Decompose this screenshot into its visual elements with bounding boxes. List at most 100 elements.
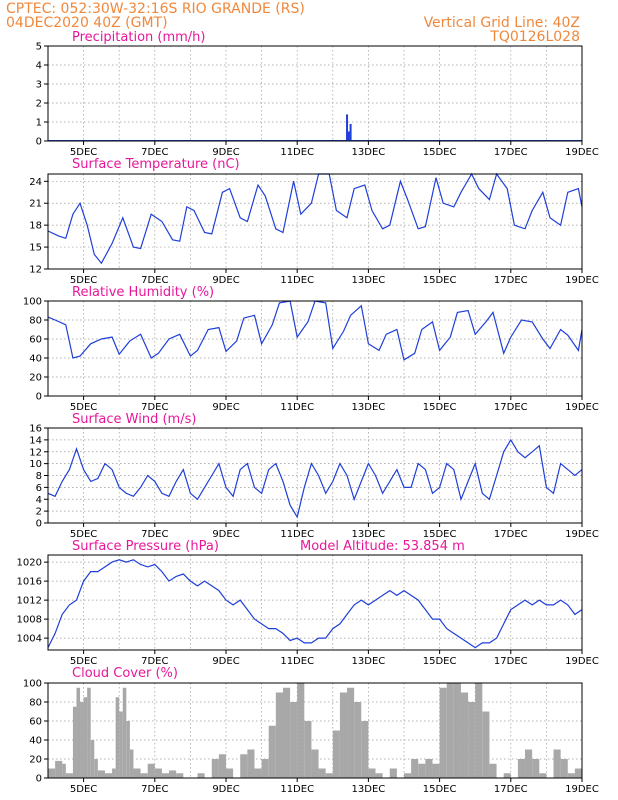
surface-temperature-series xyxy=(47,172,583,265)
cloud-cover-bar xyxy=(453,683,461,778)
cloud-cover-bar xyxy=(389,768,397,778)
x-tick-label: 11DEC xyxy=(280,275,314,286)
x-tick-label: 15DEC xyxy=(423,147,457,158)
x-tick-label: 13DEC xyxy=(352,402,386,413)
x-tick-label: 7DEC xyxy=(141,402,168,413)
cloud-cover-bar xyxy=(297,683,305,778)
cloud-cover-bar xyxy=(432,763,440,778)
cloud-cover-bar xyxy=(169,770,177,778)
model-altitude-label: Model Altitude: 53.854 m xyxy=(300,539,465,554)
x-tick-label: 11DEC xyxy=(280,402,314,413)
precipitation-bar xyxy=(346,114,349,141)
y-tick-label: 40 xyxy=(29,354,42,365)
y-tick-label: 10 xyxy=(29,459,42,470)
surface-pressure-series xyxy=(47,559,583,649)
x-tick-label: 19DEC xyxy=(565,529,599,540)
surface-temperature-frame xyxy=(47,173,583,270)
cloud-cover-bar xyxy=(539,773,547,778)
precipitation-panel: 0 1 2 3 4 5 5DEC 7DEC 9DEC 11DEC 13DEC 15DEC 17DEC 19… xyxy=(36,30,599,158)
cloud-cover-bar xyxy=(468,702,476,778)
x-tick-label: 5DEC xyxy=(70,656,97,667)
cloud-cover-bar xyxy=(254,768,262,778)
x-tick-label: 7DEC xyxy=(141,275,168,286)
cloud-cover-bar xyxy=(282,687,291,778)
cloud-cover-bar xyxy=(72,706,77,778)
cloud-cover-bar xyxy=(119,711,123,778)
cloud-cover-bar xyxy=(411,759,419,778)
cloud-cover-bar xyxy=(553,749,561,778)
y-tick-label: 20 xyxy=(29,755,42,766)
cloud-cover-bar xyxy=(460,692,469,778)
y-tick-label: 1008 xyxy=(17,615,42,626)
cloud-cover-bar xyxy=(240,754,248,778)
x-tick-label: 7DEC xyxy=(141,656,168,667)
cloud-cover-bar xyxy=(368,768,376,778)
x-tick-label: 17DEC xyxy=(494,529,528,540)
cloud-cover-bar xyxy=(275,692,283,778)
cloud-cover-bar xyxy=(48,768,56,778)
cloud-cover-panel: 0 20 40 60 80 100 5DEC 7DEC 9DEC 11DEC 13DEC 15DEC 1… xyxy=(23,666,599,795)
cloud-cover-bar xyxy=(226,768,234,778)
y-tick-label: 6 xyxy=(36,483,42,494)
cloud-cover-bar xyxy=(140,773,148,778)
cloud-cover-bar xyxy=(354,702,362,778)
x-tick-label: 19DEC xyxy=(565,402,599,413)
x-tick-label: 7DEC xyxy=(141,529,168,540)
cloud-cover-title: Cloud Cover (%) xyxy=(72,666,178,681)
x-tick-label: 19DEC xyxy=(565,275,599,286)
cloud-cover-bar xyxy=(425,759,433,778)
relative-humidity-frame xyxy=(47,300,583,397)
cloud-cover-bar xyxy=(574,768,582,778)
y-tick-label: 1020 xyxy=(17,558,42,569)
y-tick-label: 15 xyxy=(29,243,42,254)
cloud-cover-bar xyxy=(97,770,105,778)
cloud-cover-bar xyxy=(211,759,219,778)
cloud-cover-bar xyxy=(104,773,113,778)
x-tick-label: 11DEC xyxy=(280,529,314,540)
surface-wind-series xyxy=(47,438,583,519)
y-tick-label: 24 xyxy=(29,177,42,188)
x-tick-label: 5DEC xyxy=(70,275,97,286)
x-tick-label: 5DEC xyxy=(70,402,97,413)
y-tick-label: 0 xyxy=(36,519,42,530)
header-date: 04DEC2020 40Z (GMT) xyxy=(6,15,168,31)
x-tick-label: 15DEC xyxy=(423,784,457,795)
cloud-cover-bar xyxy=(311,749,319,778)
surface-pressure-title: Surface Pressure (hPa) xyxy=(72,539,219,554)
y-tick-label: 8 xyxy=(36,471,42,482)
cloud-cover-bar xyxy=(62,763,66,778)
x-tick-label: 17DEC xyxy=(494,402,528,413)
cloud-cover-bar xyxy=(55,760,63,778)
precipitation-bar xyxy=(347,131,350,141)
x-tick-label: 9DEC xyxy=(212,147,239,158)
cloud-cover-bar xyxy=(197,773,205,778)
x-tick-label: 13DEC xyxy=(352,275,386,286)
y-tick-label: 0 xyxy=(36,774,42,785)
header-station: CPTEC: 052:30W-32:16S RIO GRANDE (RS) xyxy=(6,1,305,17)
surface-temperature-panel: 12 15 18 21 24 5DEC 7DEC 9DEC 11DEC 13DEC 15DEC 17D… xyxy=(29,157,599,286)
cloud-cover-bar xyxy=(268,725,276,778)
cloud-cover-bar xyxy=(325,773,333,778)
x-tick-label: 15DEC xyxy=(423,402,457,413)
surface-wind-title: Surface Wind (m/s) xyxy=(72,412,196,427)
cloud-cover-bar xyxy=(482,711,490,778)
cloud-cover-bar xyxy=(122,687,127,778)
y-tick-label: 2 xyxy=(36,99,42,110)
x-tick-label: 11DEC xyxy=(280,656,314,667)
y-tick-label: 80 xyxy=(29,698,42,709)
cloud-cover-bar xyxy=(69,773,73,778)
y-tick-label: 40 xyxy=(29,736,42,747)
cloud-cover-bar xyxy=(129,749,134,778)
cloud-cover-bar xyxy=(247,749,255,778)
cloud-cover-bar xyxy=(147,763,155,778)
y-tick-label: 100 xyxy=(23,679,42,690)
x-tick-label: 17DEC xyxy=(494,784,528,795)
y-tick-label: 60 xyxy=(29,717,42,728)
cloud-cover-bar xyxy=(290,702,298,778)
y-tick-label: 60 xyxy=(29,335,42,346)
cloud-cover-bar xyxy=(176,773,184,778)
x-tick-label: 7DEC xyxy=(141,147,168,158)
y-tick-label: 21 xyxy=(29,199,42,210)
cloud-cover-bar xyxy=(503,773,511,778)
